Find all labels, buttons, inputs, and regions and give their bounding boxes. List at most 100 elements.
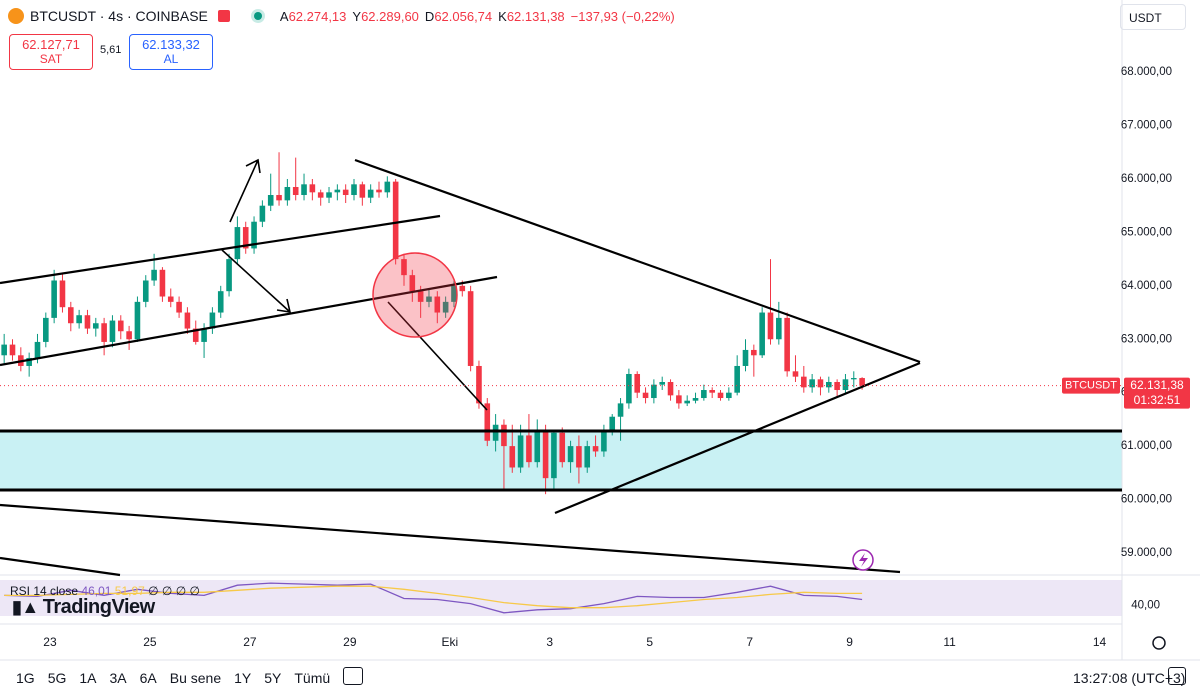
candle-body	[476, 365, 482, 404]
candle-body	[92, 323, 99, 329]
y-tick-label: 68.000,00	[1121, 66, 1172, 78]
buy-label: AL	[163, 52, 179, 66]
candle-body	[684, 400, 690, 404]
candle-body	[492, 424, 499, 441]
buy-button[interactable]: 62.133,32 AL	[129, 34, 213, 70]
candle-body	[809, 379, 815, 388]
candle-body	[559, 432, 566, 463]
candle-body	[451, 285, 457, 302]
candle-body	[201, 328, 207, 342]
candle-body	[767, 312, 774, 340]
countdown: 01:32:51	[1134, 393, 1181, 407]
candle-body	[776, 317, 782, 340]
rsi-extra: ∅ ∅ ∅ ∅	[148, 584, 200, 598]
candle-body	[426, 296, 432, 302]
x-tick-label: 23	[43, 635, 57, 649]
x-tick-label: 11	[943, 635, 956, 649]
candle-body	[342, 189, 349, 196]
candle-body	[326, 192, 332, 198]
logo-text: TradingView	[42, 596, 155, 618]
range-button[interactable]: 3A	[109, 670, 127, 686]
candle-body	[592, 446, 599, 452]
compare-icon[interactable]	[343, 667, 363, 685]
x-tick-label: 5	[646, 635, 653, 649]
candle-body	[367, 189, 374, 198]
y-tick-label: 64.000,00	[1121, 280, 1172, 292]
range-button[interactable]: Bu sene	[169, 670, 222, 686]
flag[interactable]	[217, 10, 230, 22]
candle-body	[626, 373, 632, 404]
candle-body	[825, 382, 832, 388]
rsi-value: 46,01	[81, 584, 112, 598]
candle-body	[259, 205, 266, 222]
candle-body	[301, 184, 307, 196]
candle-body	[701, 390, 707, 399]
candle-body	[376, 189, 382, 193]
trendline	[0, 556, 121, 577]
candle-body	[792, 371, 799, 377]
candle-body	[292, 186, 299, 196]
trendline	[354, 158, 921, 364]
candle-body	[317, 192, 324, 198]
spread: 5,61	[100, 44, 122, 56]
range-button[interactable]: 1Y	[234, 670, 252, 686]
candle-body	[834, 382, 840, 391]
candle-body	[9, 344, 16, 356]
y-tick-label: 65.000,00	[1121, 226, 1172, 238]
range-button[interactable]: 6A	[139, 670, 157, 686]
candle-body	[117, 320, 124, 332]
trendline	[0, 214, 441, 285]
candle-body	[151, 269, 157, 281]
y-tick-label: 59.000,00	[1121, 547, 1172, 559]
currency-select[interactable]: USDT	[1120, 4, 1186, 30]
rsi-line	[4, 585, 863, 609]
candle-body	[409, 275, 416, 292]
candle-body	[234, 227, 241, 260]
candle-body	[184, 312, 191, 329]
range-button[interactable]: 5Y	[264, 670, 282, 686]
ohlc-value: 62.056,74	[434, 8, 493, 24]
trendline	[554, 361, 921, 515]
status-dot	[253, 12, 262, 20]
candle-body	[734, 365, 740, 393]
symbol[interactable]: BTCUSDT · 4s · COINBASE	[30, 8, 208, 24]
settings-icon[interactable]	[1152, 636, 1166, 650]
candle-body	[434, 296, 441, 313]
candle-body	[551, 432, 557, 479]
range-button[interactable]: 1G	[16, 670, 35, 686]
candle-body	[109, 320, 116, 342]
candle-body	[667, 382, 674, 396]
candle-body	[609, 416, 616, 431]
sell-price: 62.127,71	[22, 37, 80, 52]
range-button[interactable]: 5G	[47, 670, 67, 686]
arrow	[221, 249, 292, 313]
candle-body	[642, 392, 649, 399]
candle-body	[659, 382, 666, 385]
ohlc-key: D	[424, 8, 435, 24]
candle-body	[284, 186, 291, 201]
clock[interactable]: 13:27:08 (UTC+3)	[1073, 670, 1186, 686]
range-button[interactable]: Tümü	[294, 670, 331, 686]
candle-body	[34, 341, 41, 358]
x-tick-label: 9	[846, 635, 853, 649]
fullscreen-icon[interactable]	[1168, 667, 1186, 685]
price-tag: 62.131,38	[1130, 378, 1184, 392]
candle-body	[542, 430, 549, 479]
symbol-tag: BTCUSDT	[1065, 380, 1117, 392]
candle-body	[759, 312, 765, 356]
sell-button[interactable]: 62.127,71 SAT	[9, 34, 93, 70]
candle-body	[43, 317, 49, 342]
candle-body	[1, 344, 7, 356]
ohlc-values: A62.274,13 Y62.289,60 D62.056,74 K62.131,38…	[280, 9, 675, 24]
candle-body	[467, 291, 474, 366]
candle-body	[51, 280, 57, 318]
trendline	[387, 301, 488, 411]
candle-body	[751, 349, 757, 356]
x-tick-label: 3	[546, 635, 553, 649]
x-tick-label: 29	[343, 635, 357, 649]
candle-body	[167, 296, 174, 302]
sell-label: SAT	[39, 52, 63, 66]
candle-body	[709, 390, 715, 393]
range-button[interactable]: 1A	[79, 670, 97, 686]
